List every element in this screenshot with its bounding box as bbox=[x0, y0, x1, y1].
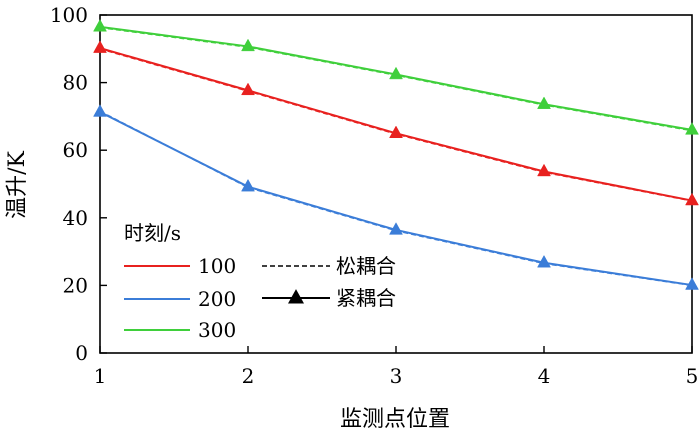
legend-label-300: 300 bbox=[198, 318, 236, 342]
x-tick-label: 1 bbox=[94, 364, 107, 388]
legend-label-loose: 松耦合 bbox=[336, 254, 396, 278]
x-tick-label: 4 bbox=[538, 364, 551, 388]
data-point-100 bbox=[389, 125, 403, 138]
y-tick-label: 100 bbox=[50, 3, 88, 27]
data-point-300 bbox=[241, 38, 255, 52]
data-point-200 bbox=[389, 222, 403, 235]
x-tick-label: 2 bbox=[242, 364, 255, 388]
legend-title: 时刻/s bbox=[124, 221, 181, 245]
legend-triangle-marker bbox=[288, 289, 304, 304]
y-tick-label: 20 bbox=[63, 273, 88, 297]
data-point-300 bbox=[389, 66, 403, 80]
data-point-200 bbox=[241, 178, 255, 192]
data-point-100 bbox=[241, 82, 255, 96]
data-point-300 bbox=[537, 96, 551, 109]
y-tick-label: 60 bbox=[63, 138, 88, 162]
y-tick-label: 40 bbox=[63, 206, 88, 230]
data-point-100 bbox=[93, 40, 107, 53]
data-point-300 bbox=[93, 19, 107, 32]
data-point-200 bbox=[685, 277, 699, 290]
series-200 bbox=[93, 104, 699, 290]
legend-label-100: 100 bbox=[198, 254, 236, 278]
axes-group: 1 2 3 4 5 0 20 40 60 80 100 bbox=[50, 3, 699, 388]
x-tick-label: 3 bbox=[390, 364, 403, 388]
data-point-200 bbox=[93, 104, 107, 117]
data-point-100 bbox=[537, 163, 551, 177]
x-tick-label: 5 bbox=[686, 364, 699, 388]
data-point-300 bbox=[685, 122, 699, 135]
series-300 bbox=[93, 19, 699, 135]
data-point-100 bbox=[685, 192, 699, 206]
x-axis-title: 监测点位置 bbox=[340, 407, 450, 432]
y-tick-label: 0 bbox=[75, 341, 88, 365]
legend-label-tight: 紧耦合 bbox=[336, 286, 396, 310]
legend-series-entries: 100 200 300 bbox=[124, 254, 236, 342]
data-point-200 bbox=[537, 254, 551, 268]
series-100 bbox=[93, 40, 699, 206]
y-tick-label: 80 bbox=[63, 71, 88, 95]
series-group bbox=[93, 19, 699, 290]
y-axis-title: 温升/K bbox=[5, 151, 30, 219]
legend-label-200: 200 bbox=[198, 287, 236, 311]
